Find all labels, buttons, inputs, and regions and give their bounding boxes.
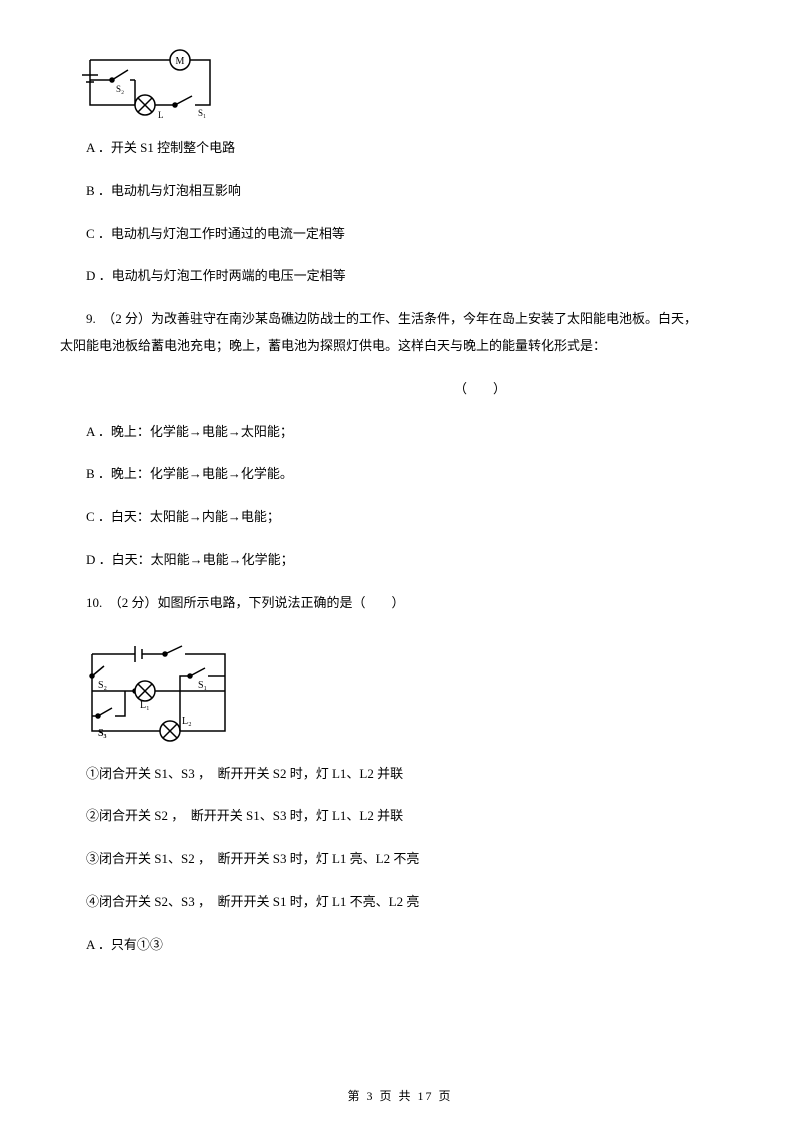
q9-option-d: D ．白天：太阳能→电能→化学能； [60, 550, 740, 571]
q8-option-a: A ．开关 S1 控制整个电路 [60, 138, 740, 159]
q9-stem-line2: 太阳能电池板给蓄电池充电；晚上，蓄电池为探照灯供电。这样白天与晚上的能量转化形式… [60, 336, 740, 357]
q9-stem-line1: 9. （2 分）为改善驻守在南沙某岛礁边防战士的工作、生活条件，今年在岛上安装了… [60, 309, 740, 330]
svg-text:M: M [176, 56, 185, 67]
svg-text:S₂: S₂ [98, 680, 107, 691]
page-footer: 第 3 页 共 17 页 [0, 1087, 800, 1106]
q9-option-a: A ．晚上：化学能→电能→太阳能； [60, 422, 740, 443]
q8-option-b: B ．电动机与灯泡相互影响 [60, 181, 740, 202]
svg-text:S₁: S₁ [198, 108, 206, 118]
q10-option-a: A ．只有①③ [60, 935, 740, 956]
q10-circuit-diagram: S₂ S₁ S₃ L₁ L₂ [80, 636, 740, 746]
q10-statement-4: ④闭合开关 S2、S3 ， 断开开关 S1 时，灯 L1 不亮、L2 亮 [60, 892, 740, 913]
svg-text:L₂: L₂ [182, 716, 192, 727]
svg-text:L: L [158, 110, 164, 120]
q8-option-d: D ．电动机与灯泡工作时两端的电压一定相等 [60, 266, 740, 287]
q10-statement-1: ①闭合开关 S1、S3 ， 断开开关 S2 时，灯 L1、L2 并联 [60, 764, 740, 785]
svg-text:S₃: S₃ [98, 728, 107, 739]
q10-stem: 10. （2 分）如图所示电路，下列说法正确的是（ ） [60, 593, 740, 614]
q9-option-b: B ．晚上：化学能→电能→化学能。 [60, 464, 740, 485]
q8-circuit-diagram: M S₂ L S₁ [80, 40, 740, 120]
svg-text:S₁: S₁ [198, 680, 207, 691]
svg-text:S₂: S₂ [116, 84, 124, 94]
q9-bracket: （ ） [60, 379, 740, 400]
q8-option-c: C ．电动机与灯泡工作时通过的电流一定相等 [60, 224, 740, 245]
svg-text:L₁: L₁ [140, 700, 150, 711]
circuit-svg-q8: M S₂ L S₁ [80, 40, 220, 120]
circuit-svg-q10: S₂ S₁ S₃ L₁ L₂ [80, 636, 240, 746]
q10-statement-3: ③闭合开关 S1、S2 ， 断开开关 S3 时，灯 L1 亮、L2 不亮 [60, 849, 740, 870]
q9-option-c: C ．白天：太阳能→内能→电能； [60, 507, 740, 528]
q10-statement-2: ②闭合开关 S2 ， 断开开关 S1、S3 时，灯 L1、L2 并联 [60, 806, 740, 827]
